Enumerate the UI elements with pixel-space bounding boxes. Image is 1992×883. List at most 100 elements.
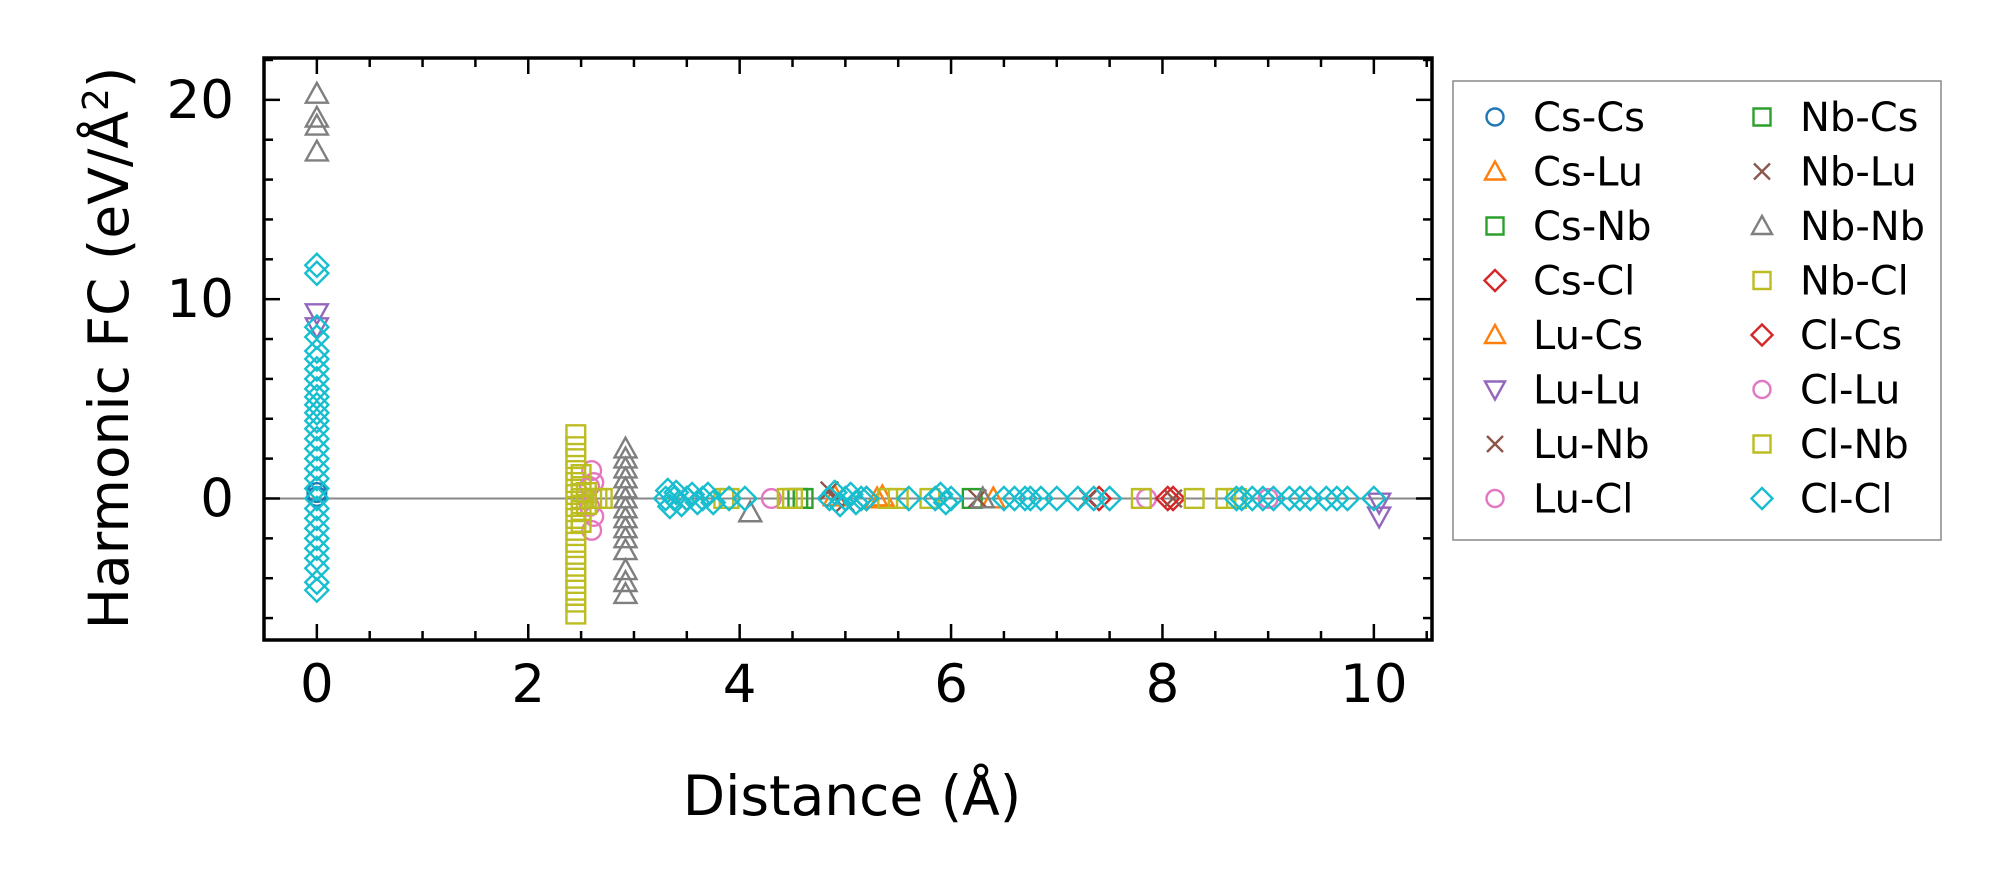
marker-nb-cl [565, 436, 587, 458]
marker-cl-nb [1130, 487, 1152, 510]
marker-nb-nb [612, 568, 639, 593]
legend-marker-nb-cl [1752, 270, 1772, 291]
marker-cl-cl [1286, 485, 1314, 512]
marker-cl-cl [303, 455, 331, 482]
legend-marker-cs-nb [1485, 216, 1505, 236]
legend-label-cs-lu: Cs-Lu [1533, 150, 1643, 196]
legend-box [1452, 80, 1942, 541]
marker-nb-nb [969, 485, 996, 509]
x-tick-label: 4 [723, 654, 757, 715]
marker-cl-cl [1360, 485, 1388, 512]
legend-label-cl-cs: Cl-Cs [1800, 313, 1902, 359]
x-tick-label: 10 [1340, 654, 1407, 715]
marker-cl-cl [652, 485, 679, 512]
legend-marker-lu-nb [1486, 435, 1504, 453]
marker-cl-cl [895, 485, 923, 512]
marker-cl-cs [1154, 485, 1181, 512]
marker-nb-cl [565, 603, 587, 625]
legend-marker-lu-cs [1482, 322, 1508, 345]
y-tick-label: 0 [200, 468, 234, 529]
marker-cl-cl [303, 391, 331, 419]
marker-cl-cl [303, 399, 331, 427]
legend-marker-cl-cl [1749, 486, 1775, 511]
legend-label-cs-nb: Cs-Nb [1533, 204, 1652, 250]
x-tick-label: 0 [300, 654, 334, 715]
marker-cl-cl [303, 465, 331, 492]
marker-cl-cl [303, 505, 331, 532]
marker-cl-cl [1239, 485, 1266, 512]
marker-cl-cl [1313, 485, 1340, 512]
legend: Cs-Cs Cs-Lu Cs-Nb Cs-Cl Lu-Cs Lu-Lu Lu-Nb Lu-Cl… [1452, 80, 1942, 541]
marker-cl-cl [1017, 485, 1044, 512]
marker-cl-cl [303, 445, 331, 472]
marker-cl-cl [990, 485, 1018, 512]
marker-lu-cl [760, 487, 782, 510]
legend-marker-cl-nb [1752, 434, 1772, 454]
legend-marker-cs-cl [1482, 268, 1508, 293]
legend-label-lu-lu: Lu-Lu [1533, 368, 1641, 414]
marker-cl-cl [303, 425, 331, 452]
axes-frame [262, 56, 1434, 642]
marker-cl-cl [1043, 485, 1071, 512]
legend-marker-cs-lu [1482, 159, 1508, 181]
y-axis-label-superscript: 2 [76, 88, 117, 111]
legend-marker-lu-cl [1485, 488, 1505, 509]
marker-lu-lu [303, 317, 330, 341]
y-axis-label-end: ) [77, 67, 141, 88]
marker-cl-cl [699, 489, 727, 516]
marker-nb-cl [1183, 487, 1205, 510]
legend-marker-cs-cs [1485, 107, 1505, 127]
marker-cl-cl [1228, 485, 1255, 512]
marker-cl-nb [575, 493, 597, 516]
y-tick-label: 20 [167, 70, 234, 131]
legend-label-nb-nb: Nb-Nb [1800, 204, 1925, 250]
marker-cl-nb [776, 487, 798, 510]
legend-label-nb-cs: Nb-Cs [1800, 95, 1919, 141]
marker-cl-cl [853, 485, 880, 512]
marker-cl-cl [303, 475, 331, 502]
marker-nb-nb [612, 580, 639, 605]
marker-lu-nb [1163, 488, 1183, 509]
marker-nb-nb [612, 556, 639, 581]
marker-cs-cl [1159, 485, 1187, 512]
legend-label-nb-cl: Nb-Cl [1800, 259, 1909, 305]
marker-cl-cl [303, 435, 331, 462]
x-tick-label: 2 [511, 654, 545, 715]
marker-nb-cl [565, 543, 587, 565]
marker-cl-cl [303, 345, 331, 373]
y-tick-label: 10 [167, 269, 234, 330]
marker-lu-lu [1366, 506, 1393, 530]
marker-cl-cl [1249, 485, 1277, 512]
axes: 0 2 4 6 8 10 0 10 20 [167, 56, 1434, 715]
marker-nb-nb [303, 104, 330, 128]
marker-nb-cl [565, 591, 587, 613]
marker-cl-cl [303, 252, 331, 279]
legend-marker-cl-cs [1749, 322, 1775, 348]
legend-marker-nb-cs [1752, 107, 1772, 127]
marker-cl-cl [303, 337, 331, 365]
x-axis-label: Distance (Å) [683, 763, 1022, 828]
marker-cl-cl [303, 525, 331, 552]
marker-nb-cl [565, 424, 587, 446]
marker-cl-cl [303, 260, 331, 287]
marker-cl-cl [1323, 485, 1351, 512]
legend-marker-cl-lu [1752, 379, 1772, 400]
marker-cl-cl [937, 485, 965, 512]
marker-lu-cl [581, 460, 603, 482]
marker-cl-cl [694, 481, 722, 508]
x-tick-label: 6 [934, 654, 968, 715]
legend-label-cs-cs: Cs-Cs [1533, 95, 1645, 141]
data-markers [303, 80, 1393, 625]
marker-nb-cl [565, 567, 587, 589]
legend-label-nb-lu: Nb-Lu [1800, 150, 1917, 196]
legend-label-cl-cl: Cl-Cl [1800, 477, 1893, 523]
marker-nb-cl [565, 531, 587, 553]
marker-cl-cl [303, 365, 331, 393]
marker-lu-cl [581, 519, 603, 541]
marker-nb-nb [303, 112, 330, 136]
marker-cl-cl [303, 407, 331, 435]
marker-cl-cl [847, 485, 875, 512]
marker-cl-cl [303, 495, 331, 522]
marker-cl-cl [1334, 485, 1361, 512]
legend-label-lu-cs: Lu-Cs [1533, 313, 1643, 359]
